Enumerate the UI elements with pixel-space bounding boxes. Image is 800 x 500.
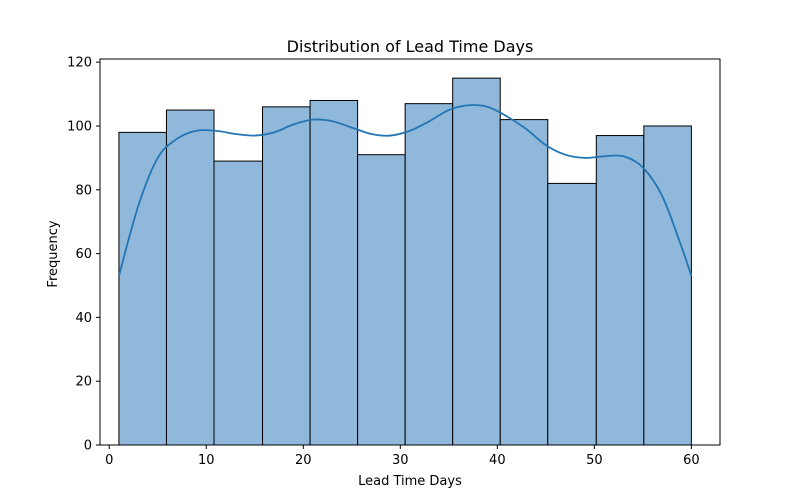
x-tick-label-50: 50 <box>586 453 603 468</box>
histogram-bar-7 <box>404 103 454 446</box>
x-axis-ticks: 0 10 20 30 40 50 60 <box>105 445 700 468</box>
y-tick-label-20: 20 <box>75 375 92 390</box>
y-axis-label: Frequency <box>46 220 61 287</box>
y-tick-label-0: 0 <box>84 439 92 454</box>
histogram-bar-9 <box>499 119 549 446</box>
histogram-bar-6 <box>357 154 406 446</box>
x-tick-label-40: 40 <box>489 453 506 468</box>
histogram-bar-2 <box>165 109 215 446</box>
y-tick-label-80: 80 <box>75 183 92 198</box>
histogram-bar-1 <box>118 131 167 446</box>
kde-line <box>118 104 693 277</box>
y-axis-ticks: 0 20 40 60 80 100 120 <box>67 56 100 454</box>
x-tick-label-20: 20 <box>295 453 312 468</box>
y-tick-label-100: 100 <box>67 119 92 134</box>
x-tick-label-60: 60 <box>683 453 700 468</box>
histogram-bar-3 <box>213 160 264 446</box>
y-tick-label-120: 120 <box>67 56 92 71</box>
histogram-bar-11 <box>595 135 645 446</box>
x-tick-label-10: 10 <box>198 453 215 468</box>
histogram-bar-12 <box>643 125 692 446</box>
histogram-bar-5 <box>309 99 359 446</box>
axes-frame <box>99 58 721 446</box>
y-tick-label-40: 40 <box>75 311 92 326</box>
x-tick-label-0: 0 <box>105 453 113 468</box>
chart-title: Distribution of Lead Time Days <box>287 37 534 56</box>
histogram-bar-8 <box>452 77 501 446</box>
x-tick-label-30: 30 <box>392 453 409 468</box>
x-axis-label: Lead Time Days <box>358 474 462 489</box>
bars-group <box>118 77 692 446</box>
y-tick-label-60: 60 <box>75 247 92 262</box>
histogram-bar-4 <box>262 106 311 446</box>
kde-group <box>118 104 693 277</box>
histogram-bar-10 <box>547 182 597 446</box>
